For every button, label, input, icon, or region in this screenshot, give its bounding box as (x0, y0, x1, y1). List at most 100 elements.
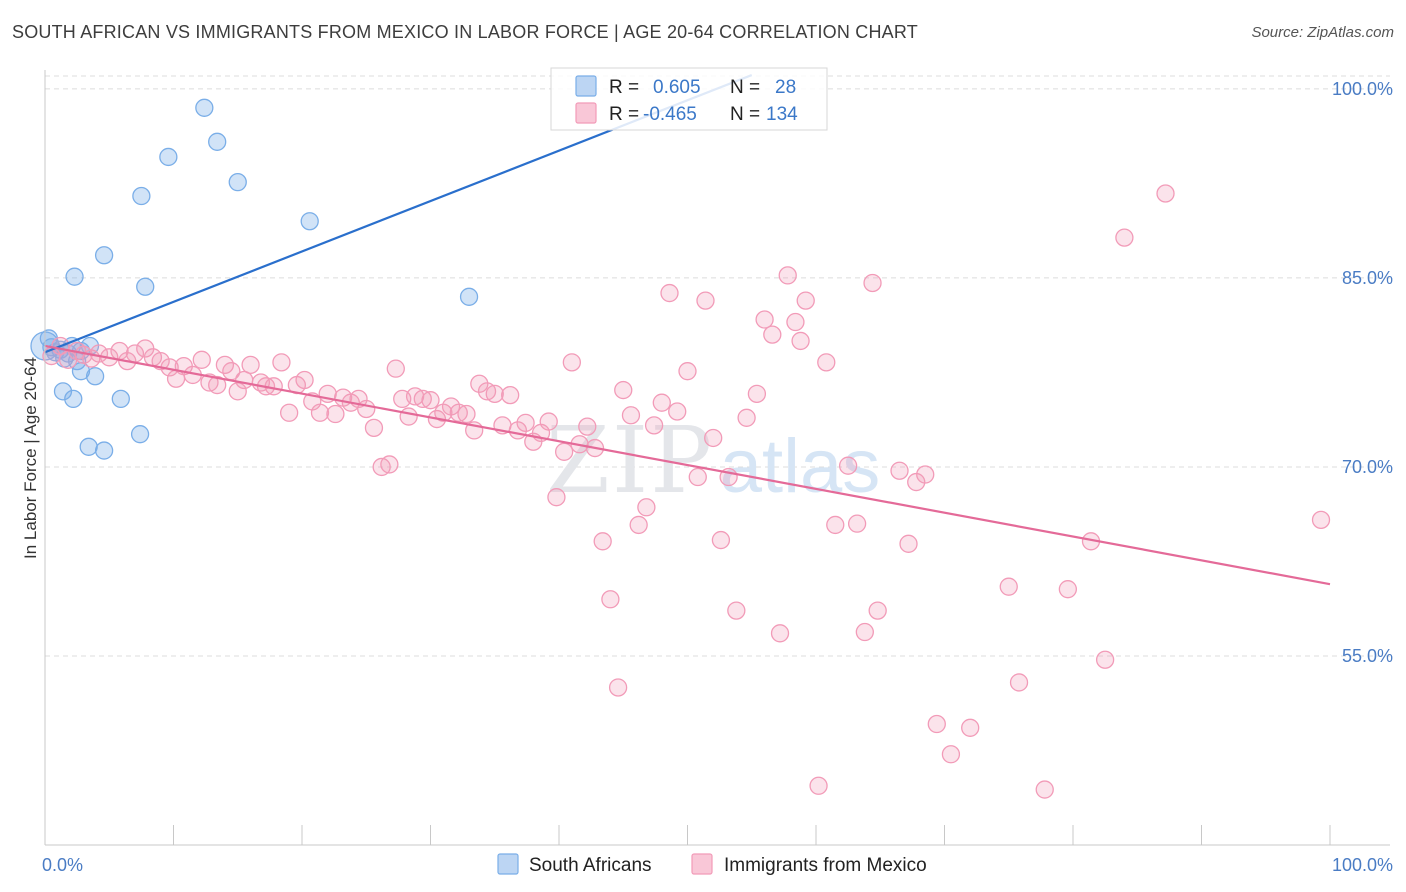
x-tick-label: 0.0% (42, 855, 83, 875)
point-mexico (838, 456, 858, 475)
legend-r-label-1: R = (609, 77, 639, 98)
point-mexico (770, 624, 790, 643)
point-mexico (727, 601, 746, 620)
point-mexico (855, 622, 874, 642)
point-mexico (386, 359, 405, 378)
bottom-legend-label-south-africans: South Africans (529, 855, 652, 876)
point-south-africans (94, 441, 114, 460)
point-south-africans (136, 277, 155, 296)
point-mexico (516, 413, 535, 432)
point-mexico (791, 331, 810, 351)
point-south-africans (130, 425, 150, 444)
point-south-africans (85, 367, 105, 386)
point-mexico (999, 577, 1018, 596)
point-mexico (562, 353, 581, 372)
point-mexico (652, 393, 671, 412)
point-south-africans (208, 132, 227, 151)
legend-n-value-1: 28 (775, 77, 796, 98)
point-mexico (547, 488, 566, 507)
point-mexico (326, 404, 345, 424)
point-mexico (927, 714, 946, 734)
point-mexico (399, 407, 418, 426)
point-south-africans (459, 287, 479, 306)
y-tick-label: 100.0% (1332, 79, 1393, 99)
point-mexico (578, 417, 597, 436)
chart-source: Source: ZipAtlas.com (1251, 24, 1394, 41)
chart-title: SOUTH AFRICAN VS IMMIGRANTS FROM MEXICO … (12, 22, 918, 42)
point-mexico (1156, 184, 1175, 203)
point-mexico (554, 442, 574, 461)
top-legend: R = 0.605 N = 28 R = -0.465 N = 134 (550, 67, 828, 131)
legend-r-value-2: -0.465 (643, 104, 697, 125)
point-south-africans (132, 186, 151, 206)
point-mexico (1115, 228, 1134, 247)
point-mexico (644, 416, 664, 435)
point-mexico (899, 534, 918, 553)
point-mexico (192, 350, 211, 369)
point-mexico (601, 590, 620, 609)
legend-swatch-south-africans (575, 75, 597, 97)
point-mexico (614, 380, 633, 400)
trend-line-mexico (44, 344, 1331, 586)
point-south-africans (228, 173, 247, 192)
point-south-africans (159, 147, 178, 167)
legend-swatch-mexico (575, 102, 597, 124)
point-mexico (678, 362, 697, 381)
point-mexico (786, 312, 805, 332)
legend-r-label-2: R = (609, 104, 639, 125)
tick-labels: 55.0% 70.0% 85.0% 100.0% 0.0% 100.0% (42, 79, 1393, 875)
point-mexico (208, 375, 227, 395)
point-mexico (279, 403, 299, 422)
point-mexico (763, 325, 782, 344)
bottom-legend-swatch-south-africans (497, 853, 519, 875)
watermark-zip: ZIP (546, 407, 714, 514)
point-mexico (272, 353, 291, 372)
bottom-legend-label-mexico: Immigrants from Mexico (724, 855, 927, 876)
point-mexico (737, 408, 756, 427)
point-mexico (151, 351, 170, 371)
point-mexico (688, 467, 707, 487)
bottom-legend: South Africans Immigrants from Mexico (497, 853, 927, 876)
y-axis-label: In Labor Force | Age 20-64 (21, 357, 40, 559)
point-mexico (364, 418, 384, 438)
point-mexico (449, 403, 468, 422)
point-mexico (380, 455, 399, 474)
point-south-africans (64, 389, 83, 409)
point-mexico (778, 266, 797, 285)
point-mexico (747, 384, 767, 404)
x-tick-label: 100.0% (1332, 855, 1393, 875)
point-mexico (817, 353, 836, 372)
point-mexico (621, 406, 641, 425)
point-south-africans (195, 98, 214, 117)
point-mexico (961, 718, 980, 737)
point-mexico (1035, 780, 1054, 799)
point-mexico (660, 283, 679, 303)
point-mexico (457, 404, 476, 424)
point-mexico (868, 601, 887, 620)
point-mexico (310, 403, 330, 422)
legend-r-value-1: 0.605 (653, 77, 701, 98)
point-south-africans (300, 212, 319, 231)
point-mexico (593, 532, 612, 551)
point-mexico (863, 273, 882, 293)
point-south-africans (65, 267, 84, 286)
point-mexico (711, 530, 731, 550)
point-mexico (629, 515, 648, 535)
point-mexico (295, 370, 314, 390)
point-mexico (796, 291, 815, 310)
point-mexico (704, 428, 723, 448)
point-mexico (241, 355, 260, 375)
y-tick-label: 70.0% (1342, 457, 1393, 477)
point-mexico (847, 514, 867, 533)
point-south-africans (79, 437, 98, 456)
point-mexico (637, 498, 656, 517)
point-mexico (755, 310, 774, 329)
series-immigrants-from-mexico (42, 184, 1331, 799)
point-mexico (941, 745, 961, 764)
y-tick-label: 55.0% (1342, 646, 1393, 666)
point-mexico (809, 776, 828, 795)
y-tick-label: 85.0% (1342, 268, 1393, 288)
point-mexico (1095, 650, 1115, 669)
point-mexico (228, 382, 247, 401)
